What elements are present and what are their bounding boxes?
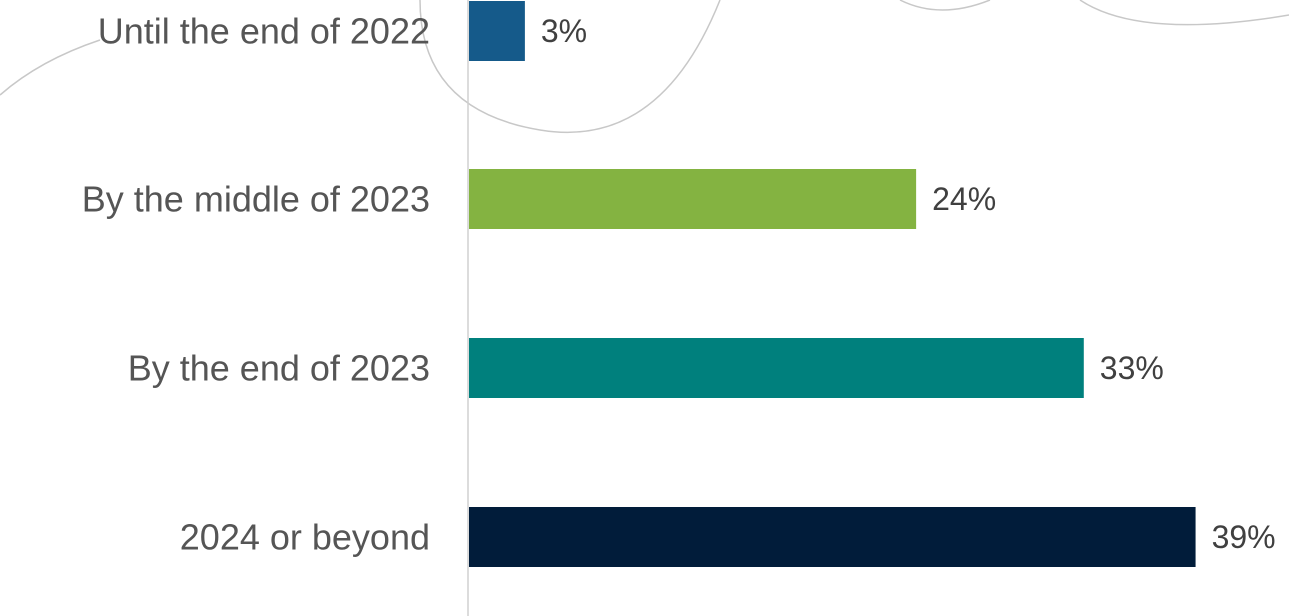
bar — [469, 338, 1084, 398]
bar — [469, 169, 917, 229]
bar — [469, 1, 525, 61]
category-label: 2024 or beyond — [180, 517, 430, 558]
bars-group — [469, 1, 1196, 567]
category-labels: Until the end of 2022 By the middle of 20… — [82, 11, 430, 558]
decorative-arc — [419, 0, 721, 134]
category-label: Until the end of 2022 — [98, 11, 430, 52]
decorative-arc — [0, 39, 101, 96]
background-decoration — [0, 0, 1289, 134]
category-label: By the middle of 2023 — [82, 179, 430, 220]
decorative-arc — [899, 0, 991, 11]
bar — [469, 507, 1196, 567]
value-label: 3% — [541, 13, 587, 49]
value-labels: 3% 24% 33% 39% — [541, 13, 1276, 555]
value-label: 24% — [932, 181, 996, 217]
category-label: By the end of 2023 — [128, 348, 430, 389]
value-label: 39% — [1212, 519, 1276, 555]
value-label: 33% — [1100, 350, 1164, 386]
decorative-arc — [1079, 0, 1289, 26]
